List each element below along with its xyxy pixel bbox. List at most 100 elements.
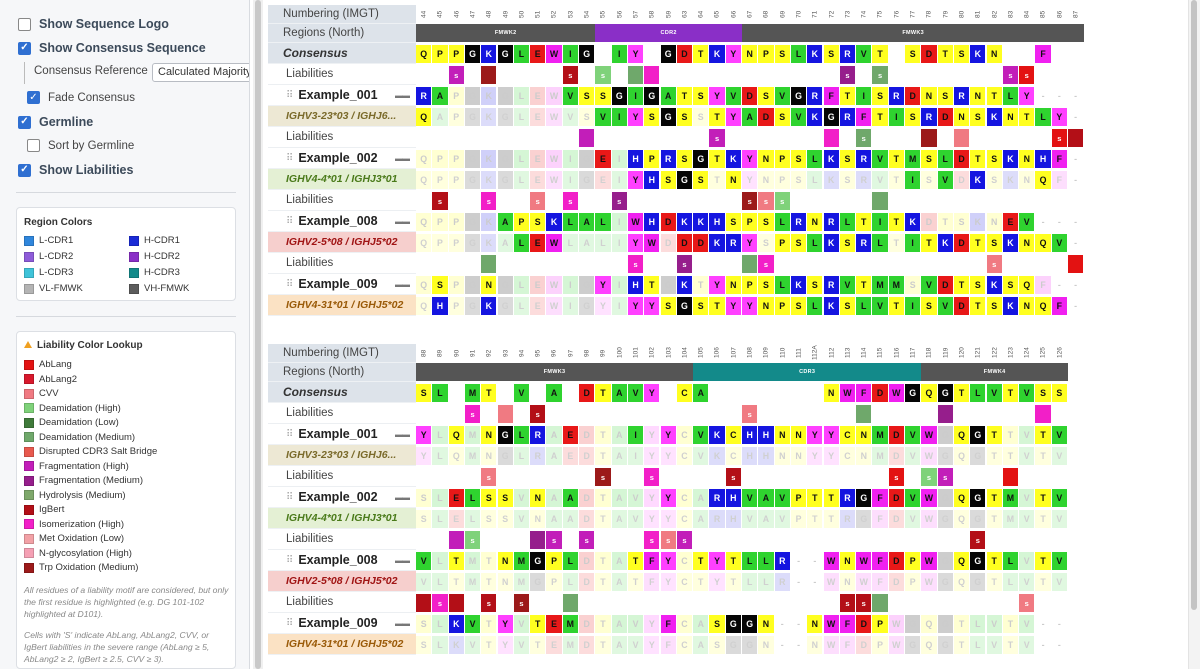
consensus-residue: M: [464, 384, 481, 402]
drag-handle-icon[interactable]: ⠿: [286, 428, 294, 440]
tag-icon[interactable]: ▬▬: [395, 618, 410, 628]
sequence-name-example_009[interactable]: ⠿ Example_009 ▬▬: [268, 613, 416, 634]
consensus-reference-label: Consensus Reference: [34, 65, 148, 77]
sequence-residue: M: [905, 150, 921, 168]
sequence-residue: P: [905, 552, 921, 570]
germline-residue: V: [1051, 573, 1067, 591]
consensus-residue: [562, 384, 578, 402]
consensus-residue: [774, 384, 790, 402]
germline-residue: G: [676, 171, 693, 189]
sequence-name-example_002[interactable]: ⠿ Example_002 ▬▬: [268, 487, 416, 508]
show-sequence-logo-option[interactable]: Show Sequence Logo: [18, 17, 169, 31]
tag-icon[interactable]: ▬▬: [395, 555, 410, 565]
germline-label: IGHV4-4*01 / IGHJ3*01: [268, 508, 416, 529]
main-scroll-thumb[interactable]: [1191, 0, 1197, 610]
liability-marker: [823, 129, 839, 147]
tag-icon[interactable]: ▬▬: [395, 216, 410, 226]
drag-handle-icon[interactable]: ⠿: [286, 278, 294, 290]
liability-item: Disrupted CDR3 Salt Bridge: [24, 446, 157, 457]
drag-handle-icon[interactable]: ⠿: [286, 491, 294, 503]
fade-consensus-option[interactable]: ✓ Fade Consensus: [27, 91, 135, 104]
sequence-residue: I: [562, 150, 578, 168]
drag-handle-icon[interactable]: ⠿: [286, 89, 294, 101]
sidebar-scroll-thumb[interactable]: [255, 0, 261, 669]
sequence-residue: A: [579, 213, 595, 231]
region-colors-panel: Region Colors L-CDR1 H-CDR1 L-CDR2 H-CDR2 L-…: [16, 207, 236, 301]
sequence-name-example_008[interactable]: ⠿ Example_008 ▬▬: [268, 550, 416, 571]
sequence-residue: G: [970, 552, 986, 570]
region-color-h-cdr3: H-CDR3: [129, 267, 180, 278]
position-number: 126: [1056, 347, 1064, 359]
sequence-name: Example_009: [298, 616, 378, 630]
germline-option[interactable]: ✓ Germline: [18, 115, 93, 129]
region-color-l-cdr2: L-CDR2: [24, 251, 73, 262]
sequence-residue: N: [758, 150, 774, 168]
sequence-residue: T: [644, 276, 660, 294]
position-number: 65: [714, 10, 722, 18]
consensus-reference-select[interactable]: Calculated Majority: [152, 63, 249, 82]
consensus-residue: [709, 384, 725, 402]
sequence-residue: W: [823, 615, 839, 633]
sequence-residue: T: [481, 615, 497, 633]
liability-marker: s: [660, 531, 676, 549]
sequence-residue: N: [970, 87, 986, 105]
show-consensus-checkbox[interactable]: ✓: [18, 41, 31, 55]
sequence-name-example_009[interactable]: ⠿ Example_009 ▬▬: [268, 274, 416, 295]
drag-handle-icon[interactable]: ⠿: [286, 617, 294, 629]
sequence-name-example_001[interactable]: ⠿ Example_001 ▬▬: [268, 85, 416, 106]
drag-handle-icon[interactable]: ⠿: [286, 554, 294, 566]
liability-swatch: [24, 504, 34, 515]
germline-residue: T: [807, 510, 823, 528]
show-liabilities-option[interactable]: ✓ Show Liabilities: [18, 163, 133, 177]
germline-residue: A: [562, 510, 578, 528]
sequence-residue: G: [905, 615, 921, 633]
sequence-residue: F: [839, 615, 856, 633]
show-liabilities-checkbox[interactable]: ✓: [18, 163, 31, 177]
germline-residue: K: [970, 171, 986, 189]
sequence-residue: Y: [709, 87, 725, 105]
germline-residue: S: [790, 297, 807, 315]
germline-residue: Y: [627, 171, 644, 189]
position-number: 114: [860, 347, 868, 359]
position-number: 89: [436, 349, 444, 357]
liability-marker: s: [546, 531, 562, 549]
consensus-residue: Y: [725, 45, 741, 63]
region-color-label: H-CDR3: [144, 267, 180, 278]
tag-icon[interactable]: ▬▬: [395, 492, 410, 502]
region-color-label: L-CDR3: [39, 267, 74, 278]
fade-consensus-checkbox[interactable]: ✓: [27, 91, 40, 104]
position-number: 55: [599, 10, 607, 18]
tag-icon[interactable]: ▬▬: [395, 153, 410, 163]
germline-residue: G: [464, 297, 481, 315]
germline-residue: R: [530, 447, 546, 465]
tag-icon[interactable]: ▬▬: [395, 90, 410, 100]
liability-label: Deamidation (High): [39, 402, 121, 414]
show-sequence-logo-checkbox[interactable]: [18, 17, 31, 31]
germline-residue: F: [1051, 297, 1067, 315]
drag-handle-icon[interactable]: ⠿: [286, 215, 294, 227]
germline-residue: S: [921, 297, 937, 315]
position-number: 54: [583, 10, 591, 18]
sequence-residue: P: [513, 213, 530, 231]
tag-icon[interactable]: ▬▬: [395, 429, 410, 439]
germline-residue: D: [579, 636, 595, 654]
region-bar-fmwk3: FMWK3: [742, 24, 1085, 42]
sequence-name-example_008[interactable]: ⠿ Example_008 ▬▬: [268, 211, 416, 232]
sequence-residue: N: [986, 213, 1002, 231]
drag-handle-icon[interactable]: ⠿: [286, 152, 294, 164]
germline-residue: S: [579, 108, 595, 126]
sequence-name-example_002[interactable]: ⠿ Example_002 ▬▬: [268, 148, 416, 169]
sort-by-germline-option[interactable]: Sort by Germline: [27, 139, 134, 152]
sort-by-germline-checkbox[interactable]: [27, 139, 40, 152]
germline-checkbox[interactable]: ✓: [18, 115, 31, 129]
germline-residue: N: [758, 297, 774, 315]
show-consensus-option[interactable]: ✓ Show Consensus Sequence: [18, 41, 206, 55]
position-number: 79: [942, 10, 950, 18]
germline-residue: I: [905, 297, 921, 315]
germline-residue: D: [676, 234, 693, 252]
sequence-residue: D: [905, 87, 921, 105]
sequence-name-example_001[interactable]: ⠿ Example_001 ▬▬: [268, 424, 416, 445]
germline-residue: Y: [627, 108, 644, 126]
position-number: 82: [991, 10, 999, 18]
tag-icon[interactable]: ▬▬: [395, 279, 410, 289]
